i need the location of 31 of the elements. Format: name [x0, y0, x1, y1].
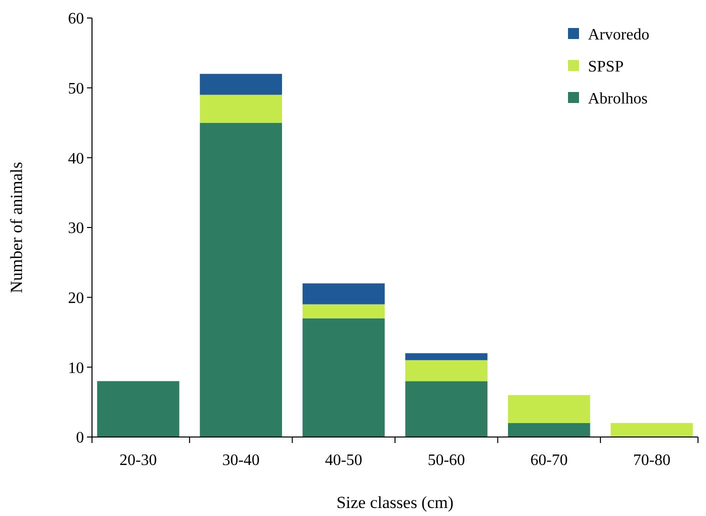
bar — [405, 353, 488, 360]
x-axis-title: Size classes (cm) — [336, 493, 454, 512]
x-tick-label: 20-30 — [120, 452, 157, 469]
bar — [200, 94, 282, 123]
bar — [405, 381, 488, 437]
bar — [508, 423, 590, 437]
bar — [302, 283, 385, 304]
y-tick-label: 0 — [76, 430, 84, 447]
bar — [302, 304, 385, 318]
x-tick-label: 40-50 — [324, 452, 362, 469]
bar — [200, 122, 282, 437]
y-tick-label: 10 — [68, 360, 84, 377]
bar — [302, 318, 385, 437]
bar — [97, 381, 180, 437]
y-tick-label: 30 — [68, 220, 84, 238]
x-tick-label: 60-70 — [530, 452, 568, 469]
bar — [610, 423, 693, 437]
bar — [405, 360, 488, 382]
x-tick-label: 30-40 — [222, 452, 260, 469]
x-tick-label: 50-60 — [428, 452, 466, 469]
y-tick-label: 50 — [68, 80, 84, 98]
bar — [508, 395, 590, 424]
legend-label: Arvoredo — [588, 26, 650, 44]
legend-label: Abrolhos — [588, 90, 648, 108]
legend-label: SPSP — [588, 58, 624, 76]
y-axis-title: Number of animals — [7, 162, 26, 294]
y-tick-label: 20 — [68, 290, 84, 307]
y-tick-label: 60 — [68, 10, 84, 28]
bar — [200, 74, 282, 95]
y-tick-label: 40 — [68, 150, 84, 168]
x-tick-label: 70-80 — [633, 452, 670, 469]
